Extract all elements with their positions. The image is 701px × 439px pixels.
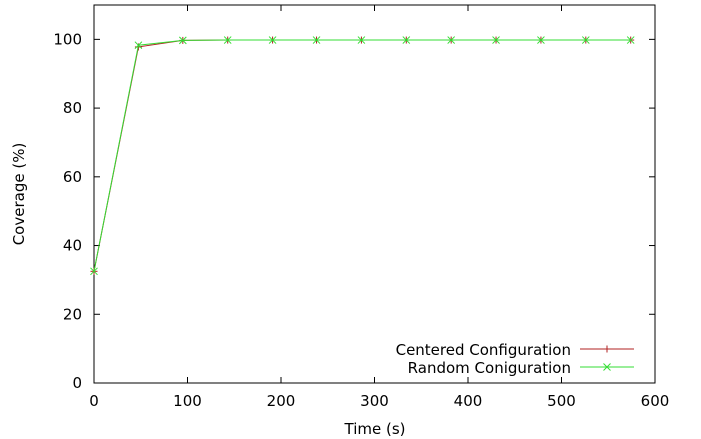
- data-point-random: [312, 36, 321, 44]
- series-line-random: [93, 39, 631, 272]
- series-line-centered: [93, 39, 631, 272]
- data-point-random: [223, 36, 232, 44]
- legend: Centered Configuration Random Conigurati…: [396, 341, 634, 377]
- data-point-random: [492, 36, 500, 44]
- data-point-random: [447, 36, 456, 44]
- x-tick-label: 600: [641, 392, 670, 410]
- legend-label-random: Random Coniguration: [408, 359, 571, 377]
- legend-marker-centered: [603, 345, 611, 353]
- legend-label-centered: Centered Configuration: [396, 341, 571, 359]
- x-tick-label: 200: [267, 392, 296, 410]
- x-tick-label: 400: [454, 392, 483, 410]
- data-point-random: [268, 36, 277, 44]
- x-axis-ticks: 0 100 200 300 400 500 600: [89, 5, 669, 410]
- data-point-random: [581, 36, 590, 44]
- x-tick-label: 300: [360, 392, 389, 410]
- data-point-random: [90, 267, 98, 276]
- y-tick-label: 40: [63, 237, 82, 255]
- data-point-random: [626, 36, 635, 44]
- data-point-random: [537, 36, 545, 44]
- data-point-random: [357, 36, 366, 44]
- y-tick-label: 100: [53, 30, 82, 48]
- y-axis-ticks: 0 20 40 60 80 100: [53, 30, 655, 392]
- y-axis-label: Coverage (%): [10, 143, 28, 246]
- plot-frame: [93, 4, 656, 384]
- legend-swatches: [580, 345, 634, 371]
- plot-border: [93, 4, 656, 384]
- x-tick-label: 0: [89, 392, 99, 410]
- y-tick-label: 20: [63, 305, 82, 323]
- series-layer: [90, 36, 635, 276]
- x-axis-label: Time (s): [344, 420, 406, 438]
- x-tick-label: 100: [173, 392, 202, 410]
- y-tick-label: 80: [63, 99, 82, 117]
- y-tick-label: 0: [72, 374, 82, 392]
- legend-marker-random: [603, 363, 611, 371]
- data-point-random: [402, 36, 411, 44]
- y-tick-label: 60: [63, 168, 82, 186]
- data-point-random: [134, 41, 143, 50]
- x-tick-label: 500: [547, 392, 576, 410]
- data-point-random: [178, 36, 187, 45]
